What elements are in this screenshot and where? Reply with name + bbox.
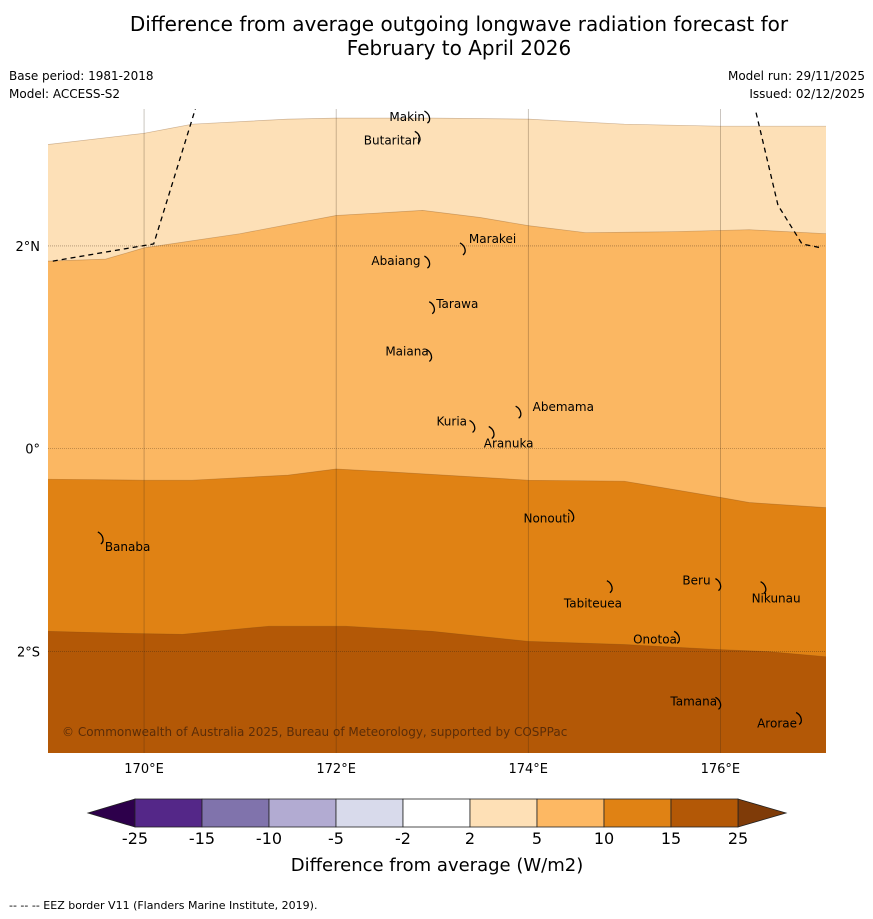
island-tabiteuea-outline bbox=[606, 580, 613, 594]
island-nikunau-label: Nikunau bbox=[752, 592, 801, 606]
eez-border-1 bbox=[754, 109, 822, 249]
island-abemama-label: Abemama bbox=[533, 400, 594, 414]
island-tamana-label: Tamana bbox=[669, 694, 717, 708]
colorbar-segment-1 bbox=[201, 798, 270, 828]
colorbar-tick-8: 15 bbox=[661, 829, 681, 848]
colorbar-tick-4: -2 bbox=[395, 829, 411, 848]
island-makin-outline bbox=[424, 110, 431, 124]
map-plot-area: Makin Butaritari Marakei Abaiang Tarawa Maian… bbox=[48, 109, 826, 753]
island-kuria-label: Kuria bbox=[437, 414, 468, 428]
island-abaiang-label: Abaiang bbox=[371, 254, 420, 268]
island-kuria-outline bbox=[469, 419, 476, 433]
island-banaba-outline bbox=[97, 531, 104, 545]
eez-footnote: -- -- -- EEZ border V11 (Flanders Marine… bbox=[9, 899, 318, 912]
colorbar-segment-7 bbox=[603, 798, 672, 828]
map-canvas: Makin Butaritari Marakei Abaiang Tarawa Maian… bbox=[16, 109, 826, 777]
band-10-15-edge bbox=[48, 468, 826, 508]
island-onotoa-label: Onotoa bbox=[633, 632, 677, 646]
eez-border-0 bbox=[52, 109, 197, 262]
band-2-5-edge bbox=[48, 117, 826, 145]
colorbar-segment-4 bbox=[402, 798, 471, 828]
title-line-2: February to April 2026 bbox=[346, 36, 572, 60]
colorbar-segment-5 bbox=[469, 798, 538, 828]
band-5-10-edge bbox=[48, 210, 826, 262]
copyright-note: © Commonwealth of Australia 2025, Bureau… bbox=[62, 725, 567, 739]
base-period-label: Base period: 1981-2018 bbox=[9, 69, 154, 83]
island-marakei-outline bbox=[459, 242, 466, 256]
island-butaritari-outline bbox=[414, 130, 421, 144]
model-run-label: Model run: 29/11/2025 bbox=[727, 69, 865, 83]
lat-tick-label-2: 2°N bbox=[16, 240, 41, 255]
island-tarawa-label: Tarawa bbox=[435, 297, 478, 311]
lat-tick-label-0: 0° bbox=[25, 443, 40, 458]
colorbar-over-arrow bbox=[737, 798, 788, 828]
colorbar-tick-1: -15 bbox=[189, 829, 215, 848]
island-marakei-label: Marakei bbox=[469, 232, 516, 246]
island-aranuka-outline bbox=[488, 425, 495, 440]
island-maiana-outline bbox=[426, 348, 433, 362]
island-abemama-outline bbox=[515, 405, 522, 419]
island-arorae-label: Arorae bbox=[757, 717, 797, 731]
island-maiana-label: Maiana bbox=[385, 344, 428, 358]
meta-right: Model run: 29/11/2025 Issued: 02/12/2025 bbox=[728, 67, 865, 103]
island-banaba-label: Banaba bbox=[105, 540, 151, 554]
band-15-25 bbox=[48, 626, 826, 753]
island-butaritari-label: Butaritari bbox=[364, 133, 421, 147]
lon-tick-label-172: 172°E bbox=[316, 762, 356, 777]
island-onotoa-outline bbox=[673, 630, 681, 644]
colorbar-under-arrow bbox=[86, 798, 136, 828]
colorbar-segment-6 bbox=[536, 798, 605, 828]
chart-title: Difference from average outgoing longwav… bbox=[0, 12, 873, 60]
lat-tick-label--2: 2°S bbox=[17, 646, 40, 661]
colorbar-segment-3 bbox=[335, 798, 404, 828]
band-15-25-edge bbox=[48, 625, 826, 658]
lon-tick-label-170: 170°E bbox=[124, 762, 164, 777]
island-beru-label: Beru bbox=[682, 574, 710, 588]
lon-tick-label-174: 174°E bbox=[508, 762, 548, 777]
lon-tick-label-176: 176°E bbox=[701, 762, 741, 777]
colorbar-tick-6: 5 bbox=[532, 829, 542, 848]
colorbar-tick-5: 2 bbox=[465, 829, 475, 848]
colorbar-title: Difference from average (W/m2) bbox=[291, 855, 583, 876]
island-nonouti-outline bbox=[568, 509, 575, 523]
island-abaiang-outline bbox=[424, 255, 431, 269]
meta-left: Base period: 1981-2018 Model: ACCESS-S2 bbox=[9, 67, 154, 103]
colorbar-segment-8 bbox=[670, 798, 739, 828]
title-line-1: Difference from average outgoing longwav… bbox=[129, 12, 789, 36]
colorbar-tick-0: -25 bbox=[122, 829, 148, 848]
island-aranuka-label: Aranuka bbox=[484, 437, 534, 451]
colorbar-segment-0 bbox=[134, 798, 203, 828]
island-tamana-outline bbox=[715, 696, 722, 710]
island-nikunau-outline bbox=[760, 581, 767, 595]
island-tabiteuea-label: Tabiteuea bbox=[563, 597, 622, 611]
model-label: Model: ACCESS-S2 bbox=[9, 87, 121, 101]
island-nonouti-label: Nonouti bbox=[523, 512, 570, 526]
island-tarawa-outline bbox=[428, 301, 436, 315]
island-beru-outline bbox=[715, 578, 722, 592]
colorbar-tick-9: 25 bbox=[728, 829, 748, 848]
colorbar-tick-3: -5 bbox=[328, 829, 344, 848]
island-makin-label: Makin bbox=[389, 110, 425, 124]
colorbar-segment-2 bbox=[268, 798, 337, 828]
issued-label: Issued: 02/12/2025 bbox=[749, 87, 865, 101]
colorbar-tick-2: -10 bbox=[256, 829, 282, 848]
colorbar-tick-7: 10 bbox=[594, 829, 614, 848]
island-arorae-outline bbox=[795, 711, 803, 726]
